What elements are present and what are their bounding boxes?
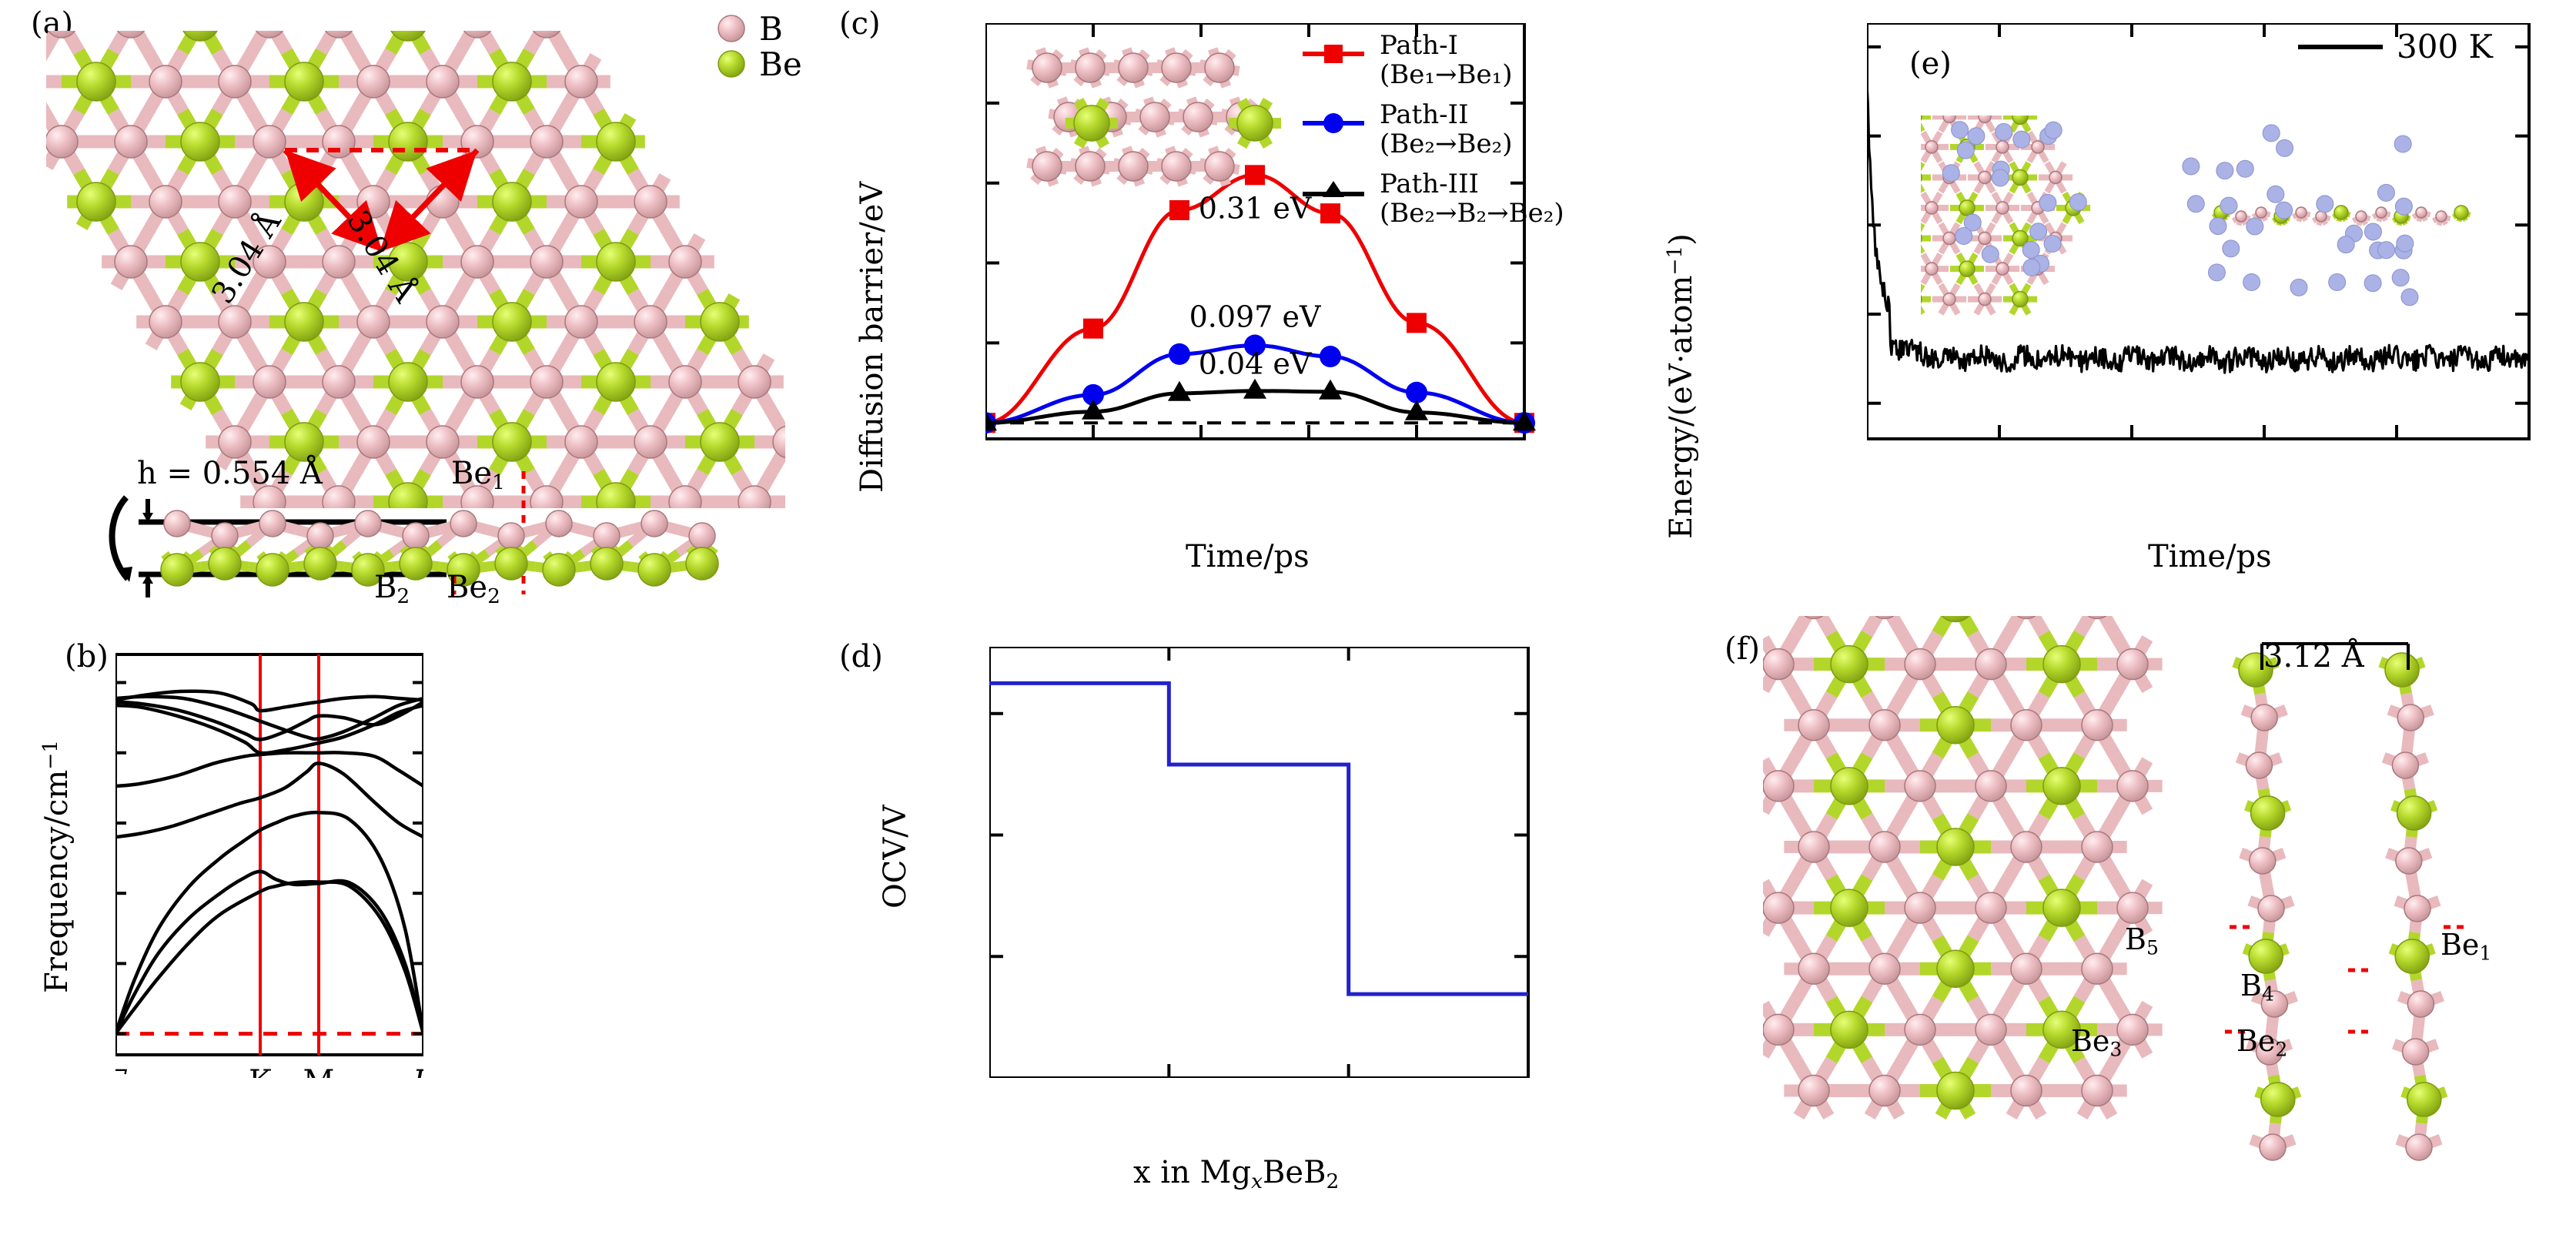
legend-title-path-1: Path-I (1380, 30, 1459, 61)
panel-a-height-label: h = 0.554 Å (137, 456, 323, 491)
panel-a-structure-topview (46, 31, 785, 508)
panel-a-structure-sideview (109, 471, 719, 597)
sphere-green-icon (718, 50, 745, 78)
panel-c-xlabel: Time/ps (1186, 539, 1310, 574)
panel-f-label-b5: B5 (2125, 922, 2159, 959)
svg-text:2: 2 (1990, 452, 2009, 454)
panel-d-plot: 0.30.40.50.60123 (989, 647, 1530, 1078)
panel-d-xlabel: x in MgxBeB2 (1133, 1155, 1339, 1193)
legend-label-boron: B (759, 9, 783, 48)
panel-a-legend: B Be (716, 9, 802, 83)
svg-text:8: 8 (1407, 452, 1426, 454)
legend-entry-path-3: Path-III (Be₂→B₂→Be₂) (1301, 169, 1564, 228)
panel-b-ylabel: Frequency/cm−1 (38, 739, 75, 993)
panel-e-legend: 300 K (2298, 28, 2493, 65)
panel-f-label-b4: B4 (2240, 969, 2274, 1006)
svg-text:M: M (303, 1064, 335, 1078)
svg-text:8: 8 (2387, 452, 2406, 454)
panel-e-xlabel: Time/ps (2148, 539, 2272, 574)
panel-f-distance: 3.12 Å (2263, 639, 2364, 674)
legend-marker-triangle-icon (1303, 181, 1364, 198)
panel-e-ylabel-pre: Energy/(eV·atom (1664, 275, 1700, 539)
svg-text:0.097 eV: 0.097 eV (1189, 300, 1321, 334)
panel-e-ylabel-sup: −1 (1663, 245, 1687, 276)
legend-item-boron: B (716, 9, 802, 48)
panel-f-label-be3: Be3 (2071, 1024, 2123, 1061)
legend-text-path-1: Path-I (Be₁→Be₁) (1380, 31, 1513, 89)
panel-b-label: (b) (65, 639, 109, 674)
panel-f-label-be1: Be1 (2441, 928, 2492, 965)
legend-sub-path-3: (Be₂→B₂→Be₂) (1380, 198, 1564, 229)
panel-a-label-b2: B2 (374, 570, 410, 608)
legend-sub-path-2: (Be₂→Be₂) (1380, 129, 1513, 160)
legend-label-beryllium: Be (759, 45, 802, 83)
panel-d-xlabel-post-sub: 2 (1326, 1169, 1340, 1193)
legend-entry-path-1: Path-I (Be₁→Be₁) (1301, 31, 1564, 89)
svg-text:0.04 eV: 0.04 eV (1199, 347, 1312, 381)
panel-e-ylabel-post: ) (1664, 233, 1700, 246)
legend-line-300k-icon (2298, 44, 2383, 49)
panel-f-label: (f) (1725, 631, 1761, 667)
sphere-pink-icon (718, 15, 745, 42)
panel-f-label-be2: Be2 (2236, 1024, 2288, 1061)
panel-f-structures (1763, 616, 2470, 1161)
svg-text:0.31 eV: 0.31 eV (1199, 191, 1312, 225)
svg-text:2: 2 (1084, 452, 1102, 454)
panel-c-inset-structure (1026, 47, 1281, 187)
panel-d-xlabel-post: BeB (1263, 1155, 1326, 1190)
svg-text:Γ: Γ (115, 1064, 127, 1078)
panel-a-label-be2: Be2 (447, 570, 500, 608)
legend-item-beryllium: Be (716, 45, 802, 83)
panel-c-label: (c) (839, 6, 881, 42)
legend-title-path-2: Path-II (1380, 99, 1469, 131)
panel-d-xlabel-sub: x (1251, 1169, 1263, 1193)
legend-text-path-3: Path-III (Be₂→B₂→Be₂) (1380, 169, 1564, 228)
panel-e-plot: −3013.701−3013.704−3013.707−3013.710−301… (1867, 23, 2544, 454)
legend-title-path-3: Path-III (1380, 169, 1479, 200)
panel-d-label: (d) (839, 639, 883, 674)
legend-marker-square-icon (1303, 45, 1364, 63)
legend-label-300k: 300 K (2397, 28, 2493, 65)
panel-c-ylabel: Diffusion barrier/eV (855, 181, 890, 493)
svg-text:0: 0 (1867, 452, 1876, 454)
legend-entry-path-2: Path-II (Be₂→Be₂) (1301, 100, 1564, 159)
svg-text:10: 10 (2511, 452, 2544, 454)
panel-d-ylabel: OCV/V (878, 805, 913, 909)
svg-text:4: 4 (1192, 452, 1210, 454)
panel-b-plot: 02004006008001000ΓKMΓ (115, 653, 423, 1078)
legend-text-path-2: Path-II (Be₂→Be₂) (1380, 100, 1513, 159)
legend-marker-circle-icon (1303, 113, 1364, 134)
svg-text:0: 0 (985, 452, 995, 454)
panel-c-plot: 00.10.20.30.40.502468100.31 eV0.097 eV0.… (985, 23, 1540, 454)
panel-e-inset-structures (1921, 115, 2471, 316)
svg-text:6: 6 (1300, 452, 1318, 454)
panel-a-label-be1: Be1 (451, 456, 505, 494)
panel-d-xlabel-pre: x in Mg (1133, 1155, 1252, 1190)
svg-text:10: 10 (1506, 452, 1540, 454)
svg-text:6: 6 (2255, 452, 2273, 454)
panel-c-legend: Path-I (Be₁→Be₁) Path-II (Be₂→Be₂) Path-… (1301, 31, 1564, 228)
svg-text:4: 4 (2123, 452, 2141, 454)
svg-text:K: K (249, 1064, 273, 1078)
panel-e-ylabel: Energy/(eV·atom−1) (1663, 233, 1699, 539)
legend-sub-path-1: (Be₁→Be₁) (1380, 59, 1513, 91)
svg-text:Γ: Γ (412, 1064, 423, 1078)
panel-e-label: (e) (1909, 46, 1952, 82)
